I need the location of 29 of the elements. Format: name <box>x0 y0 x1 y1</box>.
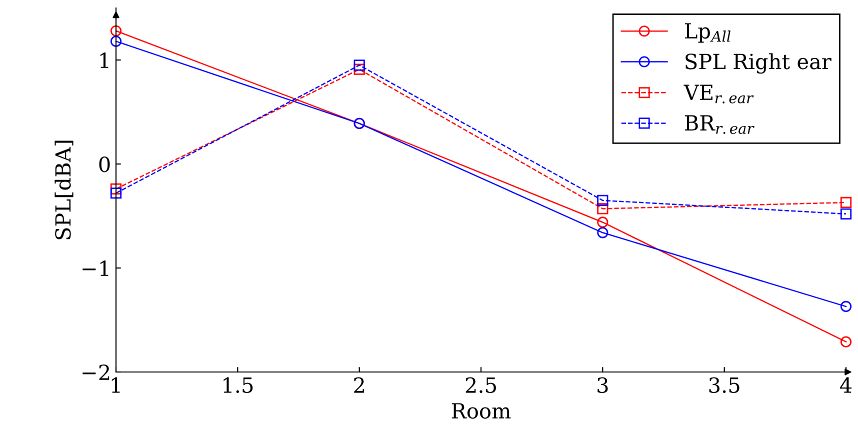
point <box>840 196 852 208</box>
x-tick-label: 3.5 <box>709 377 740 393</box>
point <box>840 336 852 348</box>
legend-label: BR$_{r.ear}$ <box>685 115 754 134</box>
x-tick-label: 2.5 <box>466 377 496 393</box>
y-axis-title: SPL[dBA] <box>54 140 74 240</box>
x-tick-label: 3 <box>598 377 608 393</box>
point <box>597 216 608 228</box>
x-tick-label: 4 <box>840 377 852 393</box>
x-tick-label: 2 <box>354 377 364 393</box>
y-tick-label: −1 <box>82 260 108 276</box>
legend-label: VE$_{r.ear}$ <box>684 84 754 104</box>
point <box>110 188 122 199</box>
x-axis-title: Room <box>452 403 511 419</box>
x-tick-label: 1.5 <box>224 377 253 393</box>
point <box>110 36 122 47</box>
x-tick-label: 1 <box>112 377 120 393</box>
y-tick-label: 0 <box>99 156 110 172</box>
point <box>840 300 852 312</box>
point <box>354 60 365 71</box>
legend-label: SPL Right ear <box>686 53 832 74</box>
legend-label: Lp$_{All}$ <box>685 23 730 43</box>
point <box>597 227 608 238</box>
y-tick-label: −2 <box>82 364 110 380</box>
point <box>840 208 852 220</box>
y-tick-label: 1 <box>100 52 108 68</box>
point <box>597 203 608 214</box>
point <box>110 25 122 36</box>
point <box>597 194 608 206</box>
